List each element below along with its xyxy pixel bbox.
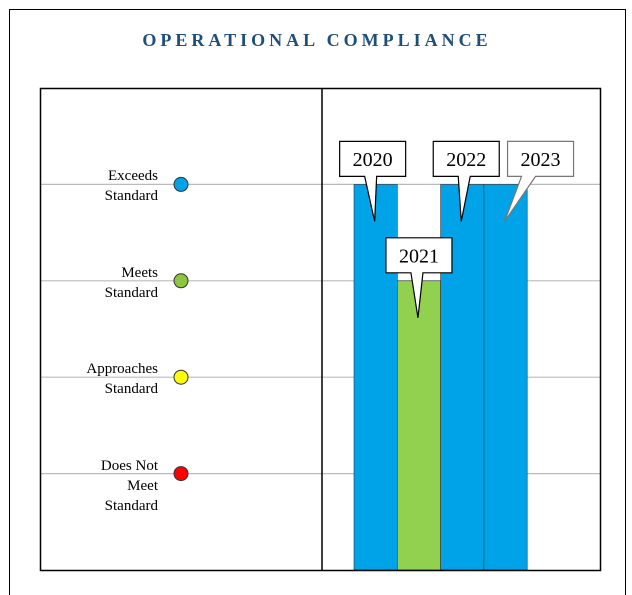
y-tick-label: Exceeds Standard bbox=[104, 168, 158, 205]
bar bbox=[396, 280, 441, 571]
callout-label: 2020 bbox=[353, 149, 393, 171]
frame bbox=[9, 9, 626, 595]
chart-title: OPERATIONAL COMPLIANCE bbox=[142, 30, 492, 50]
callout bbox=[385, 237, 453, 318]
callout-label: 2021 bbox=[399, 245, 439, 267]
callout bbox=[432, 140, 500, 222]
y-tick-label: Approaches Standard bbox=[86, 361, 158, 398]
y-tick-label: Meets Standard bbox=[104, 264, 158, 301]
callout bbox=[339, 140, 407, 222]
level-dot bbox=[173, 369, 189, 385]
callout bbox=[503, 140, 575, 222]
callout-label: 2022 bbox=[446, 149, 486, 171]
plot-border bbox=[39, 87, 602, 572]
level-dot bbox=[173, 176, 189, 192]
level-dot bbox=[173, 273, 189, 289]
callout-label: 2023 bbox=[521, 149, 561, 171]
level-dot bbox=[173, 466, 189, 482]
y-tick-label: Does Not Meet Standard bbox=[100, 457, 158, 514]
bar bbox=[483, 184, 528, 571]
